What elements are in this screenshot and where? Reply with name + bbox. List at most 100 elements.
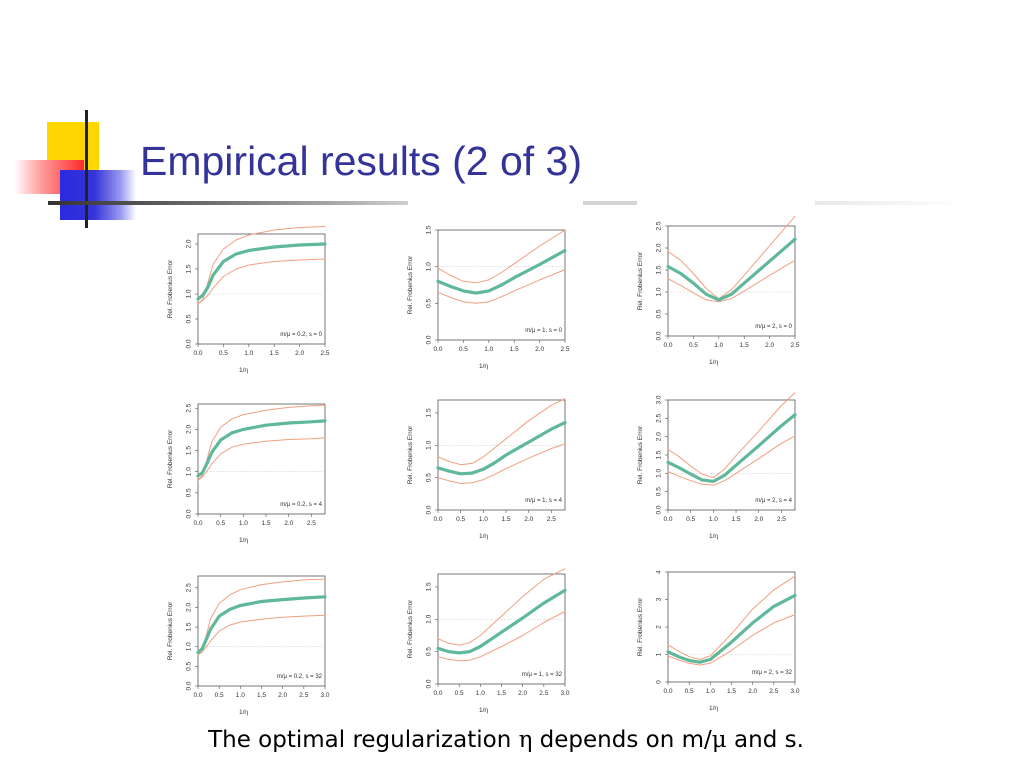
- x-tick-label: 0.5: [686, 516, 695, 523]
- y-tick-label: 1.0: [656, 468, 663, 477]
- x-tick-label: 2.5: [560, 346, 569, 353]
- x-tick-label: 0.0: [193, 692, 202, 699]
- line-chart: 0.0 0.5 1.0 1.5 2.0 2.5 3.0 0.0 0.5 1.0 1.5 2.0 2.5 1…: [167, 575, 330, 716]
- x-axis-label: 1/η: [239, 537, 248, 544]
- title-underline-fade: [815, 201, 965, 205]
- upper-band-line: [667, 575, 796, 660]
- x-tick-label: 0.5: [685, 688, 694, 695]
- upper-band-line: [437, 229, 566, 284]
- y-tick-label: 1.0: [426, 262, 433, 271]
- mean-error-line: [196, 595, 327, 655]
- x-tick-label: 0.5: [216, 520, 225, 527]
- x-tick-label: 1.0: [236, 692, 245, 699]
- plot-frame: [197, 403, 326, 515]
- x-axis-label: 1/η: [239, 709, 248, 716]
- mean-error-line: [436, 248, 567, 295]
- lower-band-line: [667, 435, 796, 486]
- x-tick-label: 1.5: [497, 690, 506, 697]
- x-tick-label: 3.0: [790, 688, 799, 695]
- x-tick-label: 2.5: [307, 520, 316, 527]
- y-tick-label: 1.5: [186, 264, 193, 273]
- x-tick-label: 2.0: [748, 688, 757, 695]
- mean-error-line: [666, 593, 797, 664]
- x-axis-label: 1/η: [709, 705, 718, 712]
- x-tick-label: 2.5: [769, 688, 778, 695]
- caption-text-2: depends on m/: [532, 727, 712, 753]
- lower-band-line: [197, 258, 326, 305]
- chart-panel-9: 0.0 0.5 1.0 1.5 2.0 2.5 3.0 0 1 2 3 4 1/η Rel. Froben…: [630, 564, 820, 732]
- lower-band-line: [667, 614, 796, 666]
- y-tick-label: 0.0: [656, 505, 663, 514]
- y-tick-label: 1: [656, 652, 663, 656]
- x-tick-label: 2.5: [320, 350, 329, 357]
- y-tick-label: 2.0: [186, 603, 193, 612]
- x-tick-label: 1.0: [479, 516, 488, 523]
- line-chart: 0.0 0.5 1.0 1.5 2.0 2.5 0.0 0.5 1.0 1.5 2.0 2.5 1/η R…: [637, 215, 800, 366]
- x-tick-label: 1.0: [484, 346, 493, 353]
- mean-error-line: [196, 419, 327, 478]
- y-tick-label: 1.5: [186, 622, 193, 631]
- y-tick-label: 1.5: [426, 582, 433, 591]
- x-tick-label: 2.0: [518, 690, 527, 697]
- mean-error-line: [666, 413, 797, 484]
- y-tick-label: 1.0: [186, 642, 193, 651]
- y-axis-label: Rel. Frobenius Error: [407, 255, 414, 314]
- chart-panel-5: 0.0 0.5 1.0 1.5 2.0 2.5 0.0 0.5 1.0 1.5 1/η Rel. Fr…: [400, 392, 590, 560]
- y-tick-label: 2.5: [656, 221, 663, 230]
- x-tick-label: 0.0: [663, 342, 672, 349]
- x-tick-label: 0.5: [459, 346, 468, 353]
- mean-error-line: [436, 421, 567, 476]
- y-tick-label: 0.5: [186, 661, 193, 670]
- lower-band-line: [437, 611, 566, 662]
- x-axis-label: 1/η: [709, 533, 718, 540]
- mean-error-line: [666, 237, 797, 302]
- slide-caption: The optimal regularization η depends on …: [0, 727, 1012, 753]
- logo-blue-square: [60, 170, 136, 220]
- upper-band-line: [197, 226, 326, 305]
- x-tick-label: 2.0: [278, 692, 287, 699]
- line-chart: 0.0 0.5 1.0 1.5 2.0 2.5 0.0 0.5 1.0 1.5 1/η Rel. Fr…: [407, 398, 567, 540]
- x-tick-label: 2.5: [547, 516, 556, 523]
- y-tick-label: 0.5: [186, 314, 193, 323]
- upper-band-line: [667, 392, 796, 479]
- x-tick-label: 1.0: [244, 350, 253, 357]
- y-tick-label: 3: [656, 597, 663, 601]
- x-tick-label: 1.5: [740, 342, 749, 349]
- x-tick-label: 0.0: [433, 516, 442, 523]
- chart-panel-3: 0.0 0.5 1.0 1.5 2.0 2.5 0.0 0.5 1.0 1.5 2.0 2.5 1/η R…: [630, 215, 820, 386]
- x-tick-label: 2.5: [299, 692, 308, 699]
- chart-panel-6: 0.0 0.5 1.0 1.5 2.0 2.5 0.0 0.5 1.0 1.5 2.0 2.5 3.0 1…: [630, 392, 820, 560]
- y-axis-label: Rel. Frobenius Error: [637, 251, 644, 310]
- x-axis-label: 1/η: [479, 707, 488, 714]
- lower-band-line: [197, 437, 326, 481]
- title-underline-segment: [583, 201, 637, 205]
- y-tick-label: 2.0: [186, 424, 193, 433]
- y-tick-label: 1.0: [656, 287, 663, 296]
- upper-band-line: [437, 398, 566, 466]
- legend-label: m/μ = 1, s = 32: [522, 672, 563, 678]
- y-tick-label: 1.0: [186, 289, 193, 298]
- x-tick-label: 2.0: [284, 520, 293, 527]
- line-chart: 0.0 0.5 1.0 1.5 2.0 2.5 0.0 0.5 1.0 1.5 2.0 1/η Rel.…: [167, 226, 330, 374]
- y-tick-label: 0.0: [426, 335, 433, 344]
- y-tick-label: 1.5: [426, 225, 433, 234]
- y-axis-label: Rel. Frobenius Error: [407, 599, 414, 658]
- caption-text-3: and s.: [726, 727, 804, 753]
- legend-label: m/μ = 0.2, s = 4: [280, 502, 322, 508]
- y-tick-label: 1.5: [186, 446, 193, 455]
- x-axis-label: 1/η: [479, 363, 488, 370]
- x-tick-label: 0.5: [456, 516, 465, 523]
- y-axis-label: Rel. Frobenius Error: [167, 259, 174, 318]
- y-axis-label: Rel. Frobenius Error: [167, 601, 174, 660]
- x-tick-label: 2.0: [765, 342, 774, 349]
- plot-frame: [437, 573, 566, 685]
- y-tick-label: 0.5: [186, 488, 193, 497]
- x-tick-label: 1.0: [714, 342, 723, 349]
- x-tick-label: 0.5: [689, 342, 698, 349]
- y-tick-label: 4: [656, 570, 663, 574]
- chart-panel-4: 0.0 0.5 1.0 1.5 2.0 2.5 0.0 0.5 1.0 1.5 2.0 2.5 1/η R…: [160, 396, 350, 564]
- x-tick-label: 3.0: [320, 692, 329, 699]
- x-tick-label: 0.5: [219, 350, 228, 357]
